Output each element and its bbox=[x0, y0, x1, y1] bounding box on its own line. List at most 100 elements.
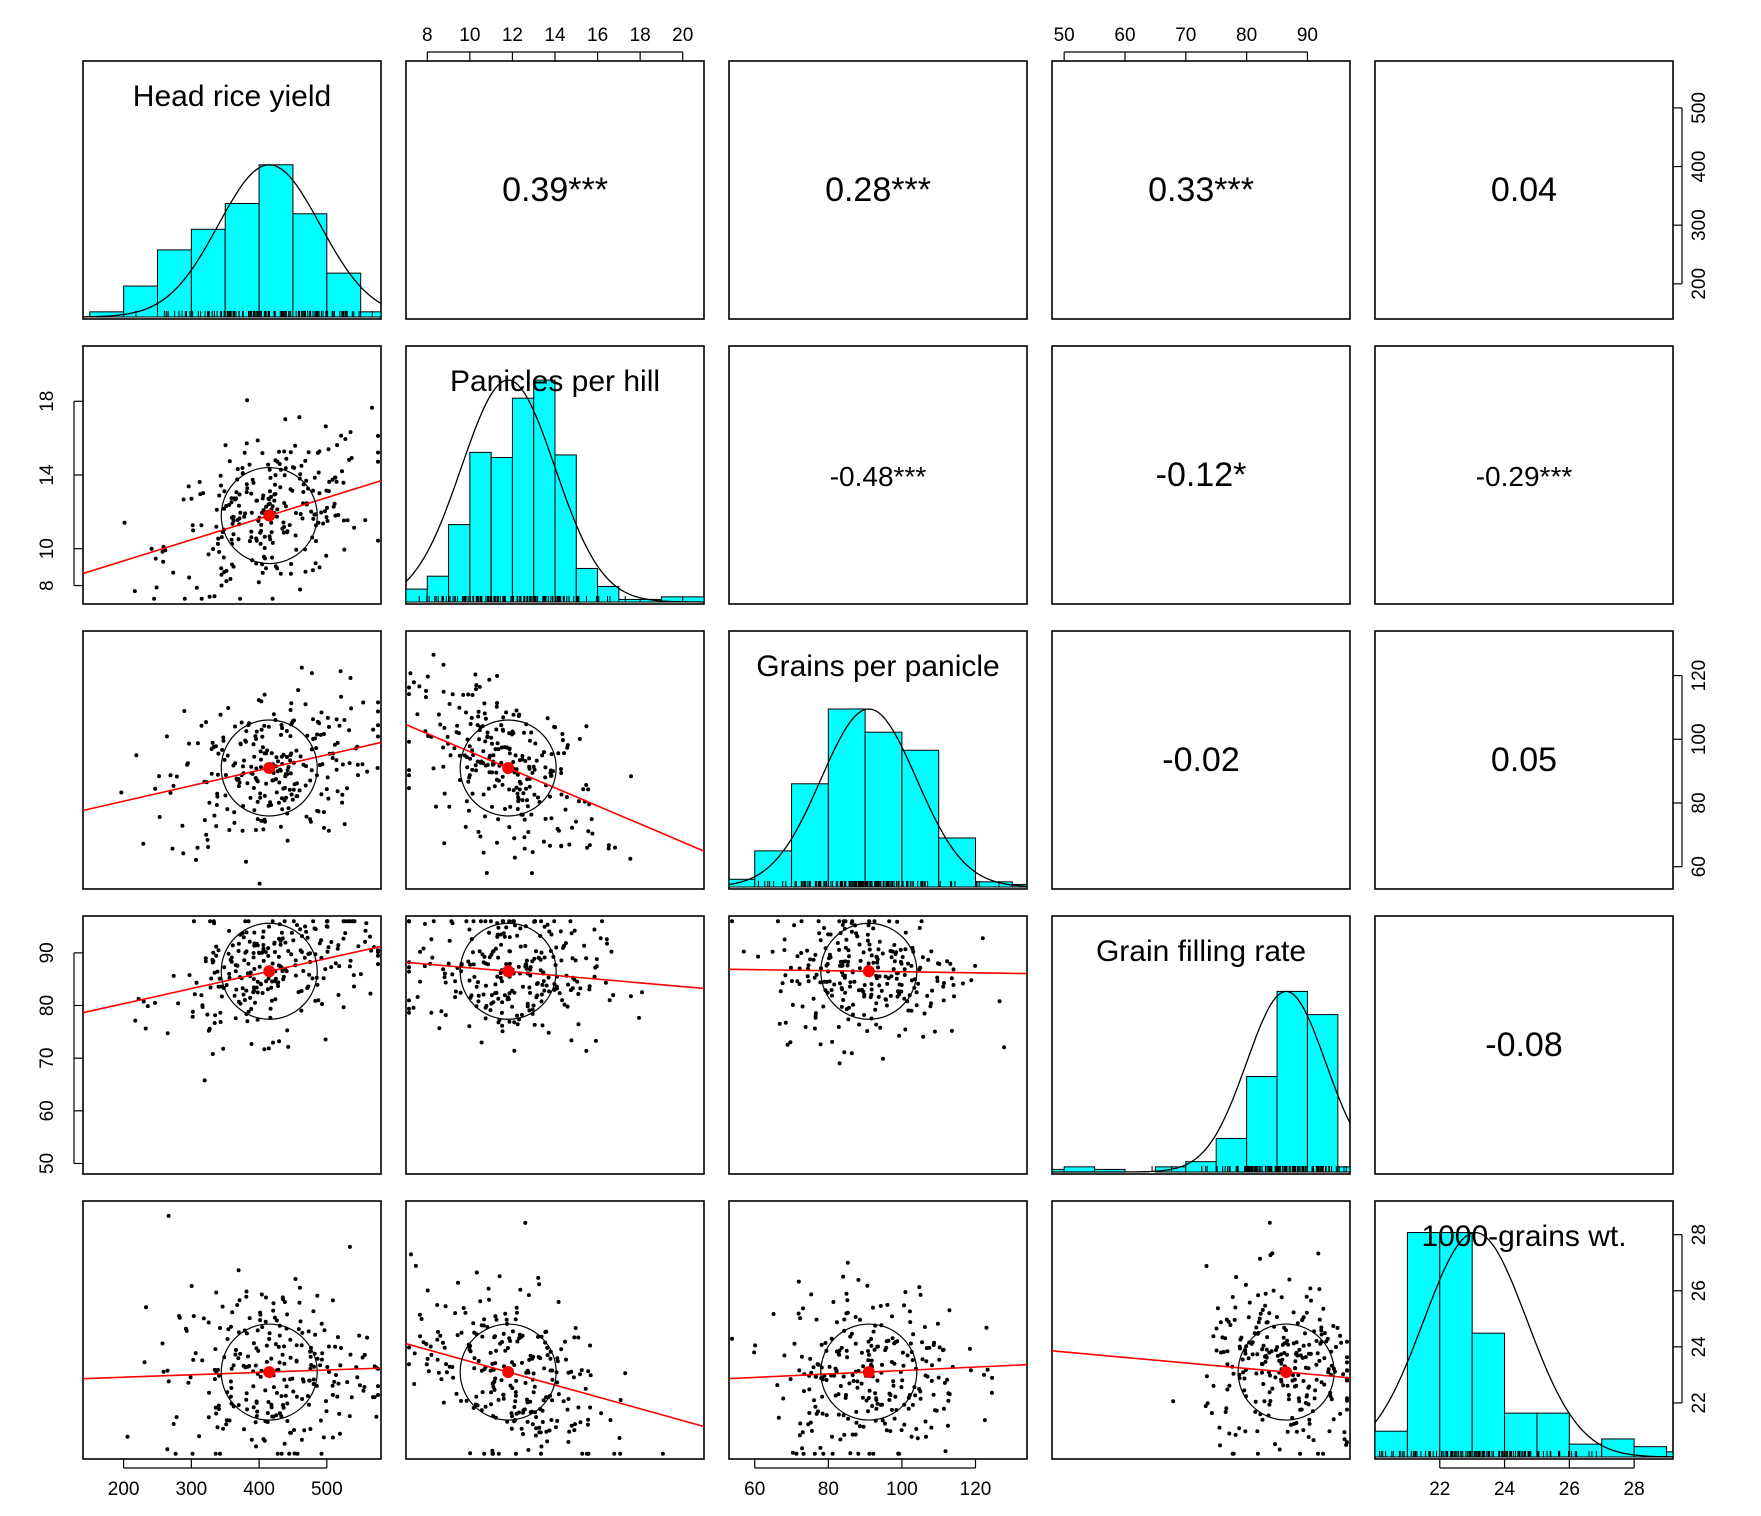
scatter-point bbox=[534, 1426, 539, 1431]
scatter-point bbox=[292, 1428, 297, 1432]
scatter-point bbox=[880, 1402, 884, 1407]
scatter-point bbox=[281, 1403, 285, 1407]
scatter-point bbox=[219, 583, 224, 588]
panel-frame-r4-c0 bbox=[82, 1200, 382, 1460]
scatter-point bbox=[805, 974, 810, 979]
scatter-point bbox=[503, 1348, 508, 1353]
scatter-point bbox=[1290, 1415, 1295, 1420]
scatter-point bbox=[214, 1290, 219, 1295]
scatter-point bbox=[514, 785, 519, 790]
scatter-point bbox=[217, 1373, 222, 1378]
scatter-point bbox=[133, 1018, 138, 1023]
scatter-point bbox=[181, 851, 186, 856]
scatter-point bbox=[270, 504, 275, 509]
scatter-point bbox=[204, 720, 208, 725]
scatter-point bbox=[339, 1346, 343, 1350]
scatter-point bbox=[294, 1343, 299, 1348]
scatter-point bbox=[203, 959, 208, 964]
scatter-point bbox=[244, 1397, 249, 1402]
scatter-point bbox=[425, 674, 430, 679]
scatter-point bbox=[231, 518, 236, 523]
scatter-point bbox=[229, 1324, 233, 1329]
scatter-point bbox=[1345, 1368, 1349, 1373]
scatter-point bbox=[255, 979, 260, 984]
scatter-point bbox=[324, 919, 329, 924]
scatter-point bbox=[512, 836, 517, 841]
scatter-point bbox=[808, 957, 813, 962]
scatter-point bbox=[470, 693, 475, 697]
scatter-point bbox=[640, 990, 644, 995]
scatter-point bbox=[270, 919, 275, 924]
scatter-point bbox=[247, 539, 252, 544]
scatter-point bbox=[230, 1310, 235, 1315]
scatter-point bbox=[322, 825, 326, 830]
scatter-point bbox=[450, 921, 455, 926]
scatter-point bbox=[1237, 1344, 1242, 1349]
scatter-point bbox=[446, 961, 451, 966]
scatter-point bbox=[1254, 1371, 1259, 1376]
scatter-point bbox=[435, 1337, 440, 1342]
scatter-point bbox=[255, 779, 260, 784]
axis-tick-label: 90 bbox=[37, 942, 58, 963]
scatter-point bbox=[941, 984, 946, 989]
scatter-point bbox=[195, 845, 200, 850]
scatter-point bbox=[190, 1451, 195, 1456]
scatter-point bbox=[482, 711, 487, 716]
histogram-bar bbox=[1504, 1412, 1538, 1458]
scatter-point bbox=[547, 929, 552, 934]
scatter-point bbox=[1203, 1404, 1208, 1409]
scatter-point bbox=[227, 971, 232, 976]
rug-marks bbox=[1374, 1451, 1597, 1457]
scatter-point bbox=[293, 533, 298, 538]
scatter-point bbox=[468, 722, 473, 726]
scatter-point bbox=[581, 787, 586, 792]
regression-line bbox=[405, 723, 705, 852]
scatter-point bbox=[525, 1419, 530, 1424]
scatter-point bbox=[1214, 1348, 1219, 1353]
scatter-point bbox=[214, 944, 219, 949]
scatter-point bbox=[827, 979, 832, 984]
scatter-point bbox=[942, 1380, 947, 1385]
scatter-point bbox=[296, 688, 301, 693]
scatter-point bbox=[246, 919, 251, 924]
scatter-point bbox=[902, 996, 907, 1001]
scatter-point bbox=[333, 1344, 338, 1349]
scatter-point bbox=[244, 482, 249, 487]
scatter-point bbox=[253, 1000, 257, 1005]
axis-tick-label: 300 bbox=[176, 1479, 208, 1500]
scatter-point bbox=[345, 786, 349, 791]
scatter-point bbox=[424, 1362, 429, 1367]
scatter-point bbox=[300, 1397, 305, 1401]
scatter-point bbox=[302, 1428, 307, 1433]
scatter-point bbox=[447, 938, 452, 943]
scatter-point bbox=[297, 788, 302, 793]
scatter-point bbox=[586, 1369, 591, 1374]
scatter-point bbox=[566, 1440, 571, 1444]
scatter-point bbox=[168, 773, 173, 778]
scatter-point bbox=[1255, 1352, 1260, 1357]
scatter-point bbox=[363, 518, 368, 523]
scatter-point bbox=[255, 438, 260, 443]
scatter-point bbox=[1285, 1352, 1289, 1357]
scatter-point bbox=[514, 1411, 519, 1416]
scatter-point bbox=[326, 796, 331, 801]
scatter-point bbox=[501, 728, 506, 733]
scatter-point bbox=[608, 1418, 613, 1423]
scatter-point bbox=[482, 701, 487, 706]
correlation-label: -0.12* bbox=[1156, 456, 1247, 494]
scatter-point bbox=[297, 1300, 302, 1305]
scatter-point bbox=[1306, 1385, 1311, 1390]
histogram-bar bbox=[360, 311, 382, 318]
scatter-point bbox=[216, 1403, 221, 1408]
scatter-point bbox=[281, 520, 286, 525]
scatter-point bbox=[511, 760, 516, 764]
panel-frame-r2-c3 bbox=[1051, 630, 1351, 890]
panel-frame-r0-c4 bbox=[1374, 60, 1674, 320]
scatter-point bbox=[874, 1397, 879, 1402]
scatter-point bbox=[522, 1407, 527, 1412]
scatter-point bbox=[473, 763, 478, 768]
scatter-point bbox=[267, 467, 272, 472]
scatter-point bbox=[309, 768, 314, 773]
scatter-point bbox=[1267, 1311, 1272, 1316]
scatter-point bbox=[1345, 1407, 1349, 1412]
